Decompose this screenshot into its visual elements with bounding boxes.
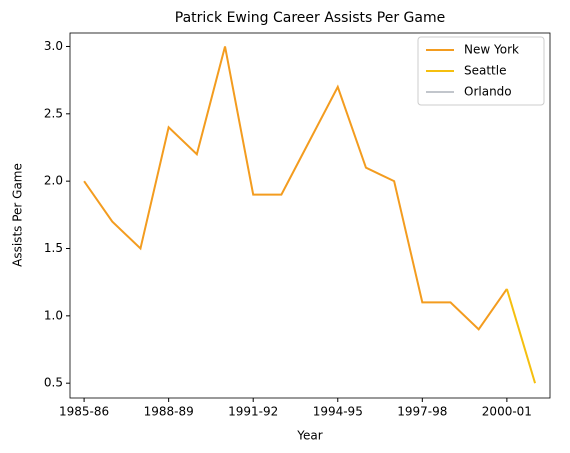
x-tick-label: 1988-89: [144, 405, 194, 419]
y-axis-label: Assists Per Game: [11, 163, 25, 267]
line-series: [83, 46, 508, 331]
legend-label: Seattle: [464, 64, 506, 78]
x-axis-label: Year: [296, 429, 322, 443]
x-tick-label: 1994-95: [313, 405, 363, 419]
legend-label: New York: [464, 43, 519, 57]
x-tick-label: 1997-98: [397, 405, 447, 419]
y-tick-label: 1.0: [44, 308, 63, 322]
line-series: [505, 288, 537, 384]
x-tick-label: 2000-01: [482, 405, 532, 419]
y-tick-label: 0.5: [44, 376, 63, 390]
x-tick-label: 1991-92: [228, 405, 278, 419]
chart-title: Patrick Ewing Career Assists Per Game: [175, 10, 445, 26]
y-tick-label: 2.5: [44, 106, 63, 120]
plot-frame: [69, 32, 551, 399]
y-tick-label: 1.5: [44, 241, 63, 255]
y-tick-label: 3.0: [44, 39, 63, 53]
legend-label: Orlando: [464, 85, 512, 99]
y-tick-label: 2.0: [44, 174, 63, 188]
legend-box: [417, 36, 545, 106]
x-tick-label: 1985-86: [59, 405, 109, 419]
